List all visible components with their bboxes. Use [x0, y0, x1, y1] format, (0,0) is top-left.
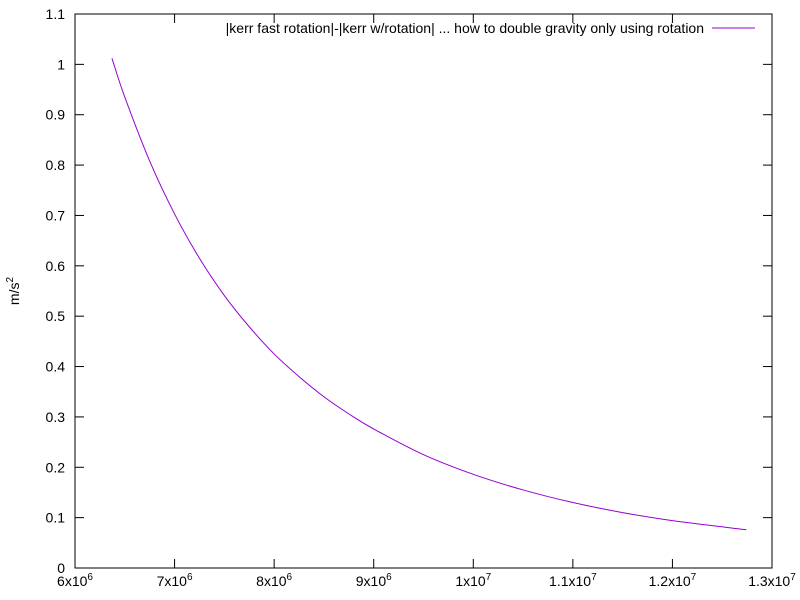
x-tick-exponent: 7	[486, 572, 492, 583]
x-tick-exponent: 7	[591, 572, 597, 583]
legend: |kerr fast rotation|-|kerr w/rotation| .…	[226, 20, 755, 36]
x-tick-mantissa: 1.1x10	[549, 573, 591, 589]
x-tick-label: 1.3x107	[748, 572, 796, 589]
y-tick-label: 0.4	[46, 359, 66, 375]
x-tick-mantissa: 1.2x10	[649, 573, 691, 589]
y-tick-label: 0.8	[46, 157, 66, 173]
x-tick-mantissa: 9x10	[356, 573, 387, 589]
x-axis-ticks: 6x106 7x106 8x106 9x106 1x107 1.1x107 1.2x107 1…	[57, 14, 796, 589]
y-axis-label-base: m/s	[6, 283, 22, 306]
y-tick-label: 0.9	[46, 107, 66, 123]
x-tick-exponent: 7	[691, 572, 697, 583]
y-tick-label: 0.5	[46, 308, 66, 324]
x-tick-exponent: 6	[287, 572, 293, 583]
x-tick-exponent: 6	[87, 572, 93, 583]
x-tick-label: 8x106	[256, 572, 292, 589]
y-axis-label-exponent: 2	[5, 277, 16, 283]
y-tick-label: 0.2	[46, 459, 66, 475]
x-tick-label: 1.2x107	[649, 572, 697, 589]
x-tick-mantissa: 1.3x10	[748, 573, 790, 589]
x-tick-exponent: 7	[790, 572, 796, 583]
x-tick-mantissa: 8x10	[256, 573, 287, 589]
y-axis-ticks: 0 0.1 0.2 0.3 0.4 0.5 0.6 0.7 0.8 0.9 1 1.1	[46, 6, 772, 576]
series-layer	[111, 58, 747, 531]
x-tick-exponent: 6	[386, 572, 392, 583]
series-line	[111, 58, 747, 531]
y-tick-label: 0	[57, 560, 65, 576]
y-tick-label: 0.1	[46, 510, 66, 526]
x-tick-mantissa: 7x10	[157, 573, 188, 589]
plot-frame	[74, 13, 773, 569]
y-tick-label: 1.1	[46, 6, 66, 22]
x-tick-label: 1.1x107	[549, 572, 597, 589]
x-tick-label: 9x106	[356, 572, 392, 589]
y-tick-label: 0.3	[46, 409, 66, 425]
legend-label: |kerr fast rotation|-|kerr w/rotation| .…	[226, 20, 704, 36]
x-tick-label: 7x106	[157, 572, 193, 589]
x-tick-label: 1x107	[455, 572, 491, 589]
y-axis-label: m/s2	[5, 277, 22, 306]
x-tick-mantissa: 1x10	[455, 573, 486, 589]
y-tick-label: 0.6	[46, 258, 66, 274]
x-tick-label: 6x106	[57, 572, 93, 589]
y-tick-label: 1	[57, 56, 65, 72]
x-tick-mantissa: 6x10	[57, 573, 88, 589]
x-tick-exponent: 6	[187, 572, 193, 583]
y-tick-label: 0.7	[46, 207, 66, 223]
